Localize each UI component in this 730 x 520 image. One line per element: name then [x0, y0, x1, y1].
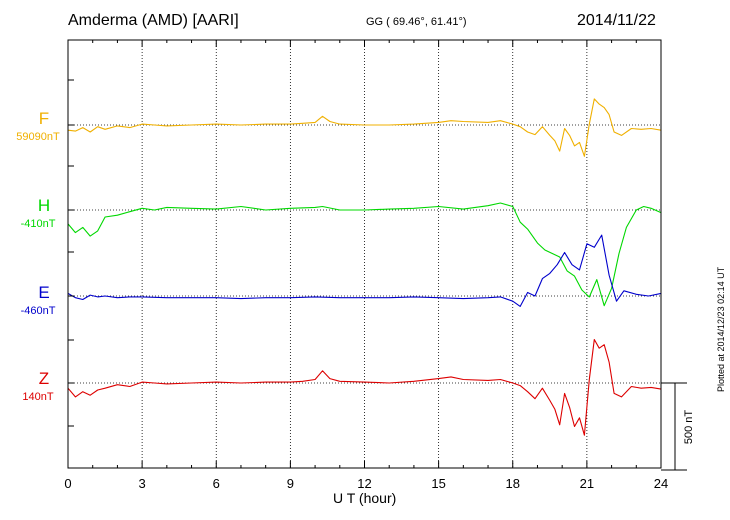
x-tick-label: 9: [287, 476, 294, 491]
station-coordinates: GG ( 69.46°, 61.41°): [366, 16, 467, 28]
x-tick-label: 21: [580, 476, 594, 491]
x-tick-label: 12: [357, 476, 371, 491]
channel-baseline-H: -410nT: [21, 218, 56, 230]
scale-bar: 500 nT: [661, 382, 695, 471]
channel-baseline-E: -460nT: [21, 305, 56, 317]
x-tick-label: 24: [654, 476, 668, 491]
data-series: [67, 98, 662, 436]
series-line-E: [67, 234, 662, 307]
plotted-timestamp: Plotted at 2014/12/23 02:14 UT: [716, 266, 726, 392]
series-line-H: [67, 202, 662, 307]
scale-bar-label: 500 nT: [683, 410, 695, 445]
x-tick-label: 3: [139, 476, 146, 491]
plot-date: 2014/11/22: [577, 12, 656, 29]
channel-letter-F: F: [39, 109, 49, 128]
x-tick-label: 6: [213, 476, 220, 491]
x-tick-label: 18: [506, 476, 520, 491]
x-tick-label: 15: [431, 476, 445, 491]
channel-letter-E: E: [38, 283, 49, 302]
channel-letter-Z: Z: [39, 369, 49, 388]
channel-labels: F 59090nT H -410nT E -460nT Z 140nT: [16, 109, 60, 403]
x-axis-label: U T (hour): [333, 490, 397, 506]
channel-baseline-Z: 140nT: [22, 391, 53, 403]
station-title: Amderma (AMD) [AARI]: [68, 12, 239, 29]
channel-baseline-F: 59090nT: [16, 131, 60, 143]
channel-letter-H: H: [38, 196, 50, 215]
x-tick-label: 0: [64, 476, 71, 491]
series-line-F: [67, 98, 662, 157]
axis-ticks: [67, 40, 662, 468]
x-tick-labels: 0 3 6 9 12 15 18 21 24: [64, 476, 668, 491]
grid-lines: [141, 40, 588, 468]
series-line-Z: [67, 338, 662, 436]
